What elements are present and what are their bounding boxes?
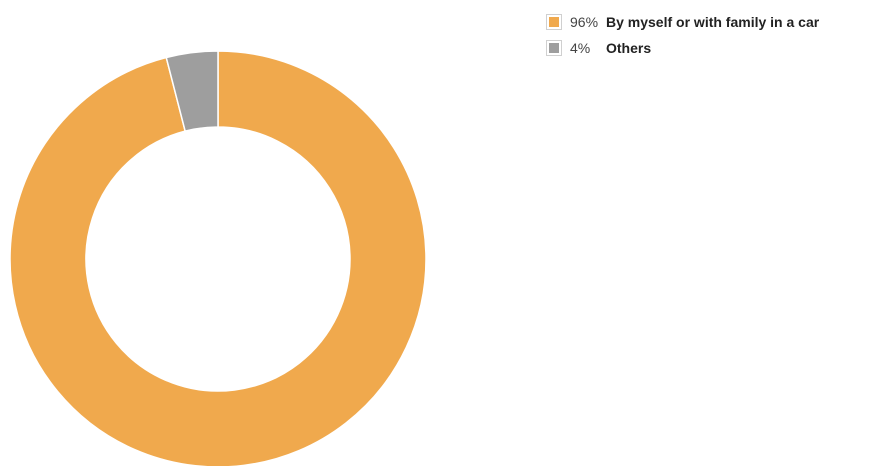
legend-item-others[interactable]: 4% Others <box>546 35 819 61</box>
legend-item-car[interactable]: 96% By myself or with family in a car <box>546 9 819 35</box>
legend-label-others: Others <box>606 40 652 56</box>
slice-others[interactable] <box>165 50 219 133</box>
chart-legend: 96% By myself or with family in a car 4%… <box>546 9 819 61</box>
legend-swatch-fill-car <box>549 17 559 27</box>
donut-slices <box>9 50 427 466</box>
legend-swatch-fill-others <box>549 43 559 53</box>
legend-percent-others: 4% <box>570 40 591 56</box>
legend-percent-car: 96% <box>570 14 599 30</box>
slice-car[interactable] <box>9 50 427 466</box>
legend-label-car: By myself or with family in a car <box>606 14 820 30</box>
legend-swatch-others <box>546 40 562 56</box>
legend-swatch-car <box>546 14 562 30</box>
